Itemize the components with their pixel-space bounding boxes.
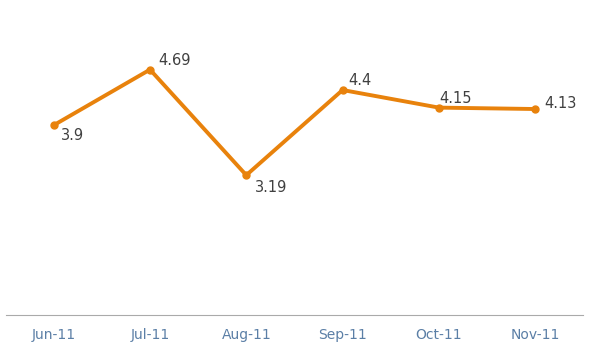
Text: 4.4: 4.4 xyxy=(348,73,372,88)
Text: 3.9: 3.9 xyxy=(60,128,84,143)
Text: 4.13: 4.13 xyxy=(544,96,576,111)
Text: 4.15: 4.15 xyxy=(439,91,471,106)
Text: 4.69: 4.69 xyxy=(159,53,191,68)
Text: 3.19: 3.19 xyxy=(255,180,287,195)
